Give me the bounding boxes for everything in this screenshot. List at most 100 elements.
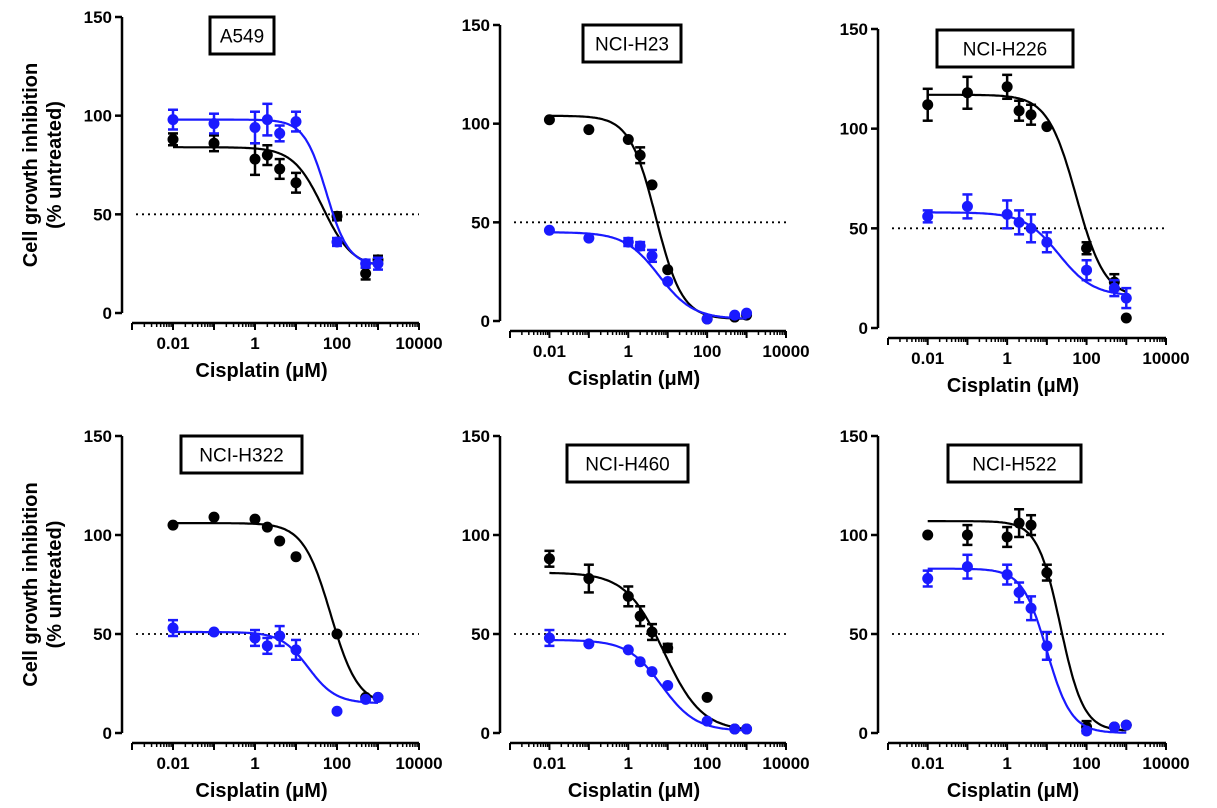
x-tick-label: 1 xyxy=(624,754,633,773)
data-point xyxy=(634,610,646,622)
chart-panel: 0 50 100 150 0.01 1 100 10000 Cisplatin (μM) NCI-… xyxy=(462,427,810,802)
fit-curve xyxy=(173,146,379,266)
fit-curve xyxy=(173,521,379,701)
x-tick-label: 10000 xyxy=(762,342,809,361)
data-point xyxy=(1013,517,1025,529)
data-point xyxy=(167,622,179,634)
fit-curve xyxy=(927,93,1127,294)
data-point xyxy=(1120,292,1132,304)
data-point xyxy=(290,551,302,563)
series-black xyxy=(167,511,384,703)
x-tick-label: 0.01 xyxy=(533,754,566,773)
data-point xyxy=(1041,121,1053,133)
chart-panel: 0 50 100 150 0.01 1 100 10000 Cisplatin (μM) NCI-… xyxy=(462,16,810,390)
chart-panel: 0 50 100 150 0.01 1 100 10000 Cisplatin (μM) Cell… xyxy=(20,427,443,802)
y-tick-label: 100 xyxy=(84,526,112,545)
data-point xyxy=(741,307,753,319)
x-tick-label: 0.01 xyxy=(911,754,944,773)
data-point xyxy=(372,258,384,270)
data-point xyxy=(634,240,646,252)
data-point xyxy=(662,642,674,654)
y-tick-label: 100 xyxy=(840,526,868,545)
data-point xyxy=(961,87,973,99)
x-tick-label: 10000 xyxy=(1142,754,1189,773)
data-point xyxy=(290,177,302,189)
cell-line-title: NCI-H23 xyxy=(595,35,669,56)
y-axis-label: Cell growth inhibition xyxy=(20,482,42,686)
x-axis-label: Cisplatin (μM) xyxy=(947,375,1079,397)
data-point xyxy=(646,250,658,262)
y-tick-label: 150 xyxy=(84,427,112,446)
series-black xyxy=(543,549,753,735)
data-point xyxy=(249,122,261,134)
data-point xyxy=(290,116,302,128)
y-tick-label: 0 xyxy=(859,724,868,743)
series-black xyxy=(922,73,1132,324)
y-axis-label: (% untreated) xyxy=(44,101,66,229)
data-point xyxy=(249,513,261,525)
data-point xyxy=(583,638,595,650)
data-point xyxy=(274,535,286,547)
data-point xyxy=(922,99,934,111)
series-blue xyxy=(543,224,753,325)
data-point xyxy=(1025,602,1037,614)
fit-curve xyxy=(549,571,747,731)
data-point xyxy=(249,632,261,644)
cell-line-box xyxy=(581,23,683,64)
data-point xyxy=(543,632,555,644)
cell-line-box xyxy=(565,443,690,484)
data-point xyxy=(634,656,646,668)
data-point xyxy=(261,114,273,126)
data-point xyxy=(1041,236,1053,248)
x-tick-label: 1 xyxy=(250,334,259,353)
data-point xyxy=(331,628,343,640)
data-point xyxy=(1081,725,1093,737)
data-point xyxy=(543,224,555,236)
x-tick-label: 10000 xyxy=(395,754,442,773)
series-blue xyxy=(543,628,753,735)
x-tick-label: 1 xyxy=(1002,754,1011,773)
x-tick-label: 1 xyxy=(624,342,633,361)
data-point xyxy=(961,529,973,541)
y-tick-label: 50 xyxy=(849,219,868,238)
data-point xyxy=(622,590,634,602)
data-point xyxy=(1013,105,1025,117)
y-tick-label: 0 xyxy=(103,724,112,743)
cell-line-box xyxy=(208,15,276,56)
x-tick-label: 10000 xyxy=(762,754,809,773)
data-point xyxy=(622,236,634,248)
data-point xyxy=(274,630,286,642)
data-point xyxy=(1013,586,1025,598)
y-tick-label: 150 xyxy=(840,427,868,446)
data-point xyxy=(583,232,595,244)
data-point xyxy=(729,723,741,735)
fit-curve xyxy=(927,519,1127,732)
data-point xyxy=(1001,531,1013,543)
y-axis-label: (% untreated) xyxy=(44,521,66,649)
x-tick-label: 10000 xyxy=(395,334,442,353)
y-tick-label: 50 xyxy=(471,625,490,644)
x-tick-label: 100 xyxy=(1072,349,1100,368)
fit-curve xyxy=(549,231,747,320)
x-tick-label: 1 xyxy=(250,754,259,773)
data-point xyxy=(1013,216,1025,228)
fit-curve xyxy=(927,567,1127,734)
cell-line-title: A549 xyxy=(220,27,264,48)
data-point xyxy=(662,679,674,691)
data-point xyxy=(922,210,934,222)
y-tick-label: 100 xyxy=(84,107,112,126)
x-tick-label: 1 xyxy=(1002,349,1011,368)
data-point xyxy=(961,200,973,212)
data-point xyxy=(372,691,384,703)
data-point xyxy=(249,153,261,165)
x-tick-label: 100 xyxy=(1072,754,1100,773)
cell-line-title: NCI-H322 xyxy=(199,446,283,467)
x-axis-label: Cisplatin (μM) xyxy=(195,360,327,382)
data-point xyxy=(543,553,555,565)
data-point xyxy=(208,137,220,149)
chart-panel: 0 50 100 150 0.01 1 100 10000 Cisplatin (μM) NCI-… xyxy=(840,20,1190,397)
data-point xyxy=(622,133,634,145)
y-tick-label: 100 xyxy=(462,526,490,545)
x-tick-label: 100 xyxy=(693,342,721,361)
x-axis-label: Cisplatin (μM) xyxy=(947,780,1079,802)
